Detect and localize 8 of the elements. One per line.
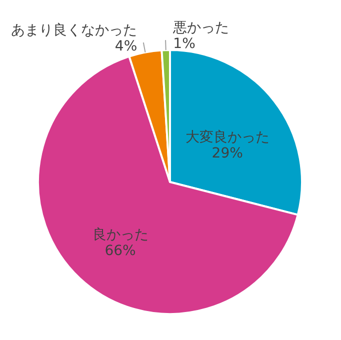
data-label: 1% xyxy=(173,36,196,52)
slice-label: 良かった xyxy=(92,226,148,243)
data-label: 4% xyxy=(114,38,138,55)
slice-label: あまり良くなかった xyxy=(11,22,138,39)
slice-label: 悪かった xyxy=(172,20,230,36)
data-label: 66% xyxy=(104,242,136,259)
data-label: 29% xyxy=(212,146,243,162)
slice-label: 大変良かった xyxy=(185,130,270,146)
